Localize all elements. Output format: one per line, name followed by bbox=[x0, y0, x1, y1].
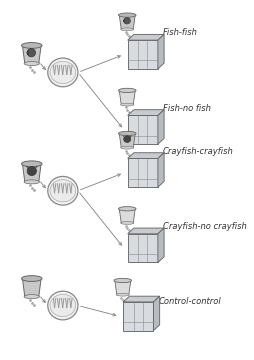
Polygon shape bbox=[128, 228, 164, 234]
Ellipse shape bbox=[118, 207, 136, 211]
Polygon shape bbox=[22, 279, 41, 297]
Text: Fish-no fish: Fish-no fish bbox=[163, 104, 211, 113]
Polygon shape bbox=[119, 15, 135, 29]
Ellipse shape bbox=[118, 88, 136, 93]
Ellipse shape bbox=[22, 42, 42, 48]
Ellipse shape bbox=[48, 58, 78, 87]
Polygon shape bbox=[128, 35, 164, 40]
Ellipse shape bbox=[24, 294, 39, 298]
Polygon shape bbox=[119, 90, 135, 105]
Polygon shape bbox=[158, 35, 164, 69]
Polygon shape bbox=[158, 153, 164, 187]
Ellipse shape bbox=[118, 131, 136, 136]
Ellipse shape bbox=[27, 167, 36, 176]
Polygon shape bbox=[153, 296, 160, 330]
Ellipse shape bbox=[50, 61, 76, 84]
Polygon shape bbox=[123, 296, 160, 302]
Ellipse shape bbox=[48, 176, 78, 205]
Ellipse shape bbox=[24, 180, 39, 184]
Ellipse shape bbox=[50, 294, 76, 317]
Ellipse shape bbox=[121, 28, 134, 31]
Ellipse shape bbox=[27, 49, 36, 57]
Polygon shape bbox=[119, 209, 135, 223]
Ellipse shape bbox=[114, 278, 132, 283]
Ellipse shape bbox=[22, 161, 42, 167]
Ellipse shape bbox=[116, 293, 129, 296]
Polygon shape bbox=[128, 234, 158, 262]
Polygon shape bbox=[158, 110, 164, 144]
Text: Fish-fish: Fish-fish bbox=[163, 28, 198, 37]
Polygon shape bbox=[123, 302, 153, 330]
Ellipse shape bbox=[118, 13, 136, 17]
Polygon shape bbox=[115, 280, 131, 295]
Ellipse shape bbox=[24, 62, 39, 66]
Polygon shape bbox=[22, 164, 41, 182]
Ellipse shape bbox=[121, 146, 134, 149]
Polygon shape bbox=[22, 45, 41, 63]
Polygon shape bbox=[128, 110, 164, 116]
Polygon shape bbox=[128, 158, 158, 187]
Polygon shape bbox=[123, 19, 124, 22]
Text: Crayfish-no crayfish: Crayfish-no crayfish bbox=[163, 222, 247, 231]
Ellipse shape bbox=[124, 18, 130, 24]
Text: Control-control: Control-control bbox=[158, 297, 221, 306]
Ellipse shape bbox=[124, 136, 131, 143]
Ellipse shape bbox=[121, 103, 134, 106]
Polygon shape bbox=[128, 153, 164, 158]
Polygon shape bbox=[27, 50, 28, 55]
Polygon shape bbox=[119, 134, 135, 148]
Ellipse shape bbox=[121, 221, 134, 224]
Polygon shape bbox=[128, 116, 158, 144]
Ellipse shape bbox=[50, 180, 76, 202]
Ellipse shape bbox=[48, 291, 78, 320]
Polygon shape bbox=[128, 40, 158, 69]
Polygon shape bbox=[158, 228, 164, 262]
Text: Crayfish-crayfish: Crayfish-crayfish bbox=[163, 147, 233, 156]
Ellipse shape bbox=[22, 276, 42, 282]
